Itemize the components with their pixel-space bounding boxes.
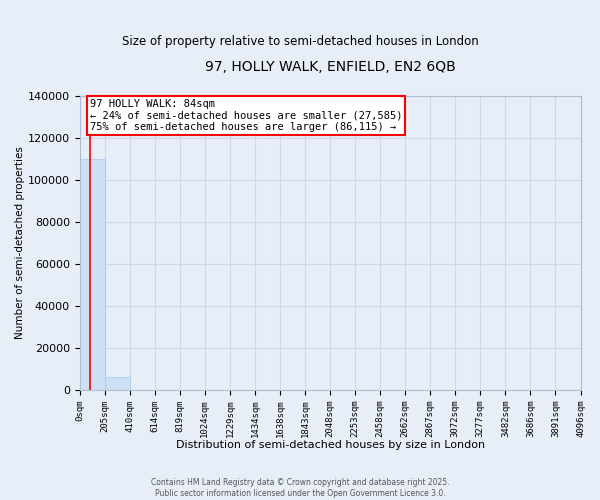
Bar	[104, 378, 130, 390]
Text: Size of property relative to semi-detached houses in London: Size of property relative to semi-detach…	[122, 35, 478, 48]
Text: Contains HM Land Registry data © Crown copyright and database right 2025.
Public: Contains HM Land Registry data © Crown c…	[151, 478, 449, 498]
X-axis label: Distribution of semi-detached houses by size in London: Distribution of semi-detached houses by …	[176, 440, 485, 450]
Text: 97 HOLLY WALK: 84sqm
← 24% of semi-detached houses are smaller (27,585)
75% of s: 97 HOLLY WALK: 84sqm ← 24% of semi-detac…	[89, 99, 402, 132]
Bar	[80, 159, 104, 390]
Title: 97, HOLLY WALK, ENFIELD, EN2 6QB: 97, HOLLY WALK, ENFIELD, EN2 6QB	[205, 60, 455, 74]
Y-axis label: Number of semi-detached properties: Number of semi-detached properties	[15, 146, 25, 340]
